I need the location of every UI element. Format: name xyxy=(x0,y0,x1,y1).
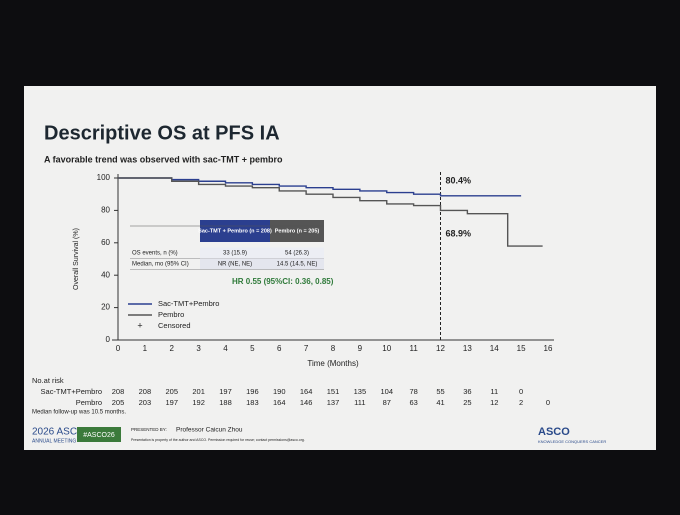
x-tick-label: 3 xyxy=(196,344,201,353)
x-tick-label: 11 xyxy=(409,344,418,353)
risk-count: 201 xyxy=(192,387,205,396)
risk-count: 192 xyxy=(192,398,205,407)
risk-count: 208 xyxy=(139,387,152,396)
header-cell xyxy=(270,220,324,242)
legend-label: Sac-TMT+Pembro xyxy=(158,299,219,308)
y-tick-label: 20 xyxy=(101,303,110,312)
x-tick-label: 12 xyxy=(436,344,445,353)
logo-tag: KNOWLEDGE CONQUERS CANCER xyxy=(538,439,606,444)
risk-count: 2 xyxy=(519,398,523,407)
risk-count: 36 xyxy=(463,387,471,396)
x-tick-label: 2 xyxy=(170,344,175,353)
risk-count: 205 xyxy=(165,387,178,396)
x-tick-label: 13 xyxy=(463,344,472,353)
hashtag-box xyxy=(77,427,121,442)
x-tick-label: 16 xyxy=(544,344,553,353)
x-tick-label: 1 xyxy=(143,344,148,353)
risk-count: 0 xyxy=(519,387,523,396)
risk-count: 78 xyxy=(409,387,417,396)
km-curve xyxy=(118,177,522,197)
risk-count: 197 xyxy=(165,398,178,407)
presenter: Professor Caicun Zhou xyxy=(176,427,243,434)
table-cell: OS events, n (%) xyxy=(132,251,178,257)
risk-count: 111 xyxy=(354,398,365,407)
risk-count: 197 xyxy=(219,387,232,396)
risk-count: 164 xyxy=(300,387,313,396)
y-tick-label: 60 xyxy=(101,238,110,247)
table-cell: Median, mo (95% CI) xyxy=(132,262,189,268)
slide xyxy=(24,86,656,450)
risk-count: 63 xyxy=(409,398,417,407)
footnote: Median follow-up was 10.5 months. xyxy=(32,410,126,416)
risk-row-name: Sac-TMT+Pembro xyxy=(41,387,102,396)
table-cell: 33 (15.9) xyxy=(223,251,247,257)
y-tick-label: 100 xyxy=(97,173,111,182)
hashtag: #ASCO26 xyxy=(83,432,115,439)
header-cell xyxy=(200,220,270,242)
risk-count: 164 xyxy=(273,398,286,407)
table-band xyxy=(200,247,324,259)
risk-count: 203 xyxy=(139,398,152,407)
presenter-label: PRESENTED BY: xyxy=(131,427,167,432)
legend-symbol: + xyxy=(137,320,142,330)
x-tick-label: 9 xyxy=(358,344,363,353)
risk-count: 87 xyxy=(383,398,391,407)
legend-label: Pembro xyxy=(158,310,184,319)
y-axis-label: Overall Survival (%) xyxy=(73,228,80,290)
x-axis-label: Time (Months) xyxy=(307,359,359,368)
risk-count: 151 xyxy=(327,387,340,396)
risk-count: 25 xyxy=(463,398,471,407)
x-tick-label: 4 xyxy=(223,344,228,353)
x-tick-label: 0 xyxy=(116,344,121,353)
y-tick-label: 80 xyxy=(101,206,110,215)
x-tick-label: 5 xyxy=(250,344,255,353)
risk-count: 208 xyxy=(112,387,125,396)
risk-count: 41 xyxy=(436,398,444,407)
meeting: 2026 ASCO xyxy=(32,427,85,438)
y-tick-label: 40 xyxy=(101,270,110,279)
table-cell: NR (NE, NE) xyxy=(218,262,252,268)
risk-count: 11 xyxy=(490,387,498,396)
risk-count: 137 xyxy=(327,398,340,407)
risk-count: 55 xyxy=(436,387,444,396)
risk-row-name: Pembro xyxy=(76,398,102,407)
risk-count: 196 xyxy=(246,387,259,396)
x-tick-label: 14 xyxy=(490,344,499,353)
table-header: Pembro (n = 205) xyxy=(275,228,320,234)
table-cell: 54 (26.3) xyxy=(285,251,309,257)
y-tick-label: 0 xyxy=(106,335,111,344)
risk-count: 188 xyxy=(219,398,232,407)
km-curve xyxy=(118,177,543,247)
risk-count: 12 xyxy=(490,398,498,407)
logo: ASCO xyxy=(538,426,570,438)
risk-title: No.at risk xyxy=(32,376,64,385)
meeting-sub: ANNUAL MEETING xyxy=(32,438,76,444)
table-cell: 14.5 (14.5, NE) xyxy=(277,262,318,268)
risk-count: 0 xyxy=(546,398,550,407)
hr-text: HR 0.55 (95%CI: 0.36, 0.85) xyxy=(232,277,334,286)
annotation: 80.4% xyxy=(446,175,472,185)
x-tick-label: 15 xyxy=(517,344,526,353)
risk-count: 104 xyxy=(380,387,393,396)
x-tick-label: 8 xyxy=(331,344,336,353)
notice: Presentation is property of the author a… xyxy=(131,438,305,442)
slide-title: Descriptive OS at PFS IA xyxy=(44,122,280,144)
table-header: Sac-TMT + Pembro (n = 208) xyxy=(198,228,272,234)
x-tick-label: 6 xyxy=(277,344,282,353)
table-band xyxy=(200,258,324,270)
slide-subtitle: A favorable trend was observed with sac-… xyxy=(44,154,283,164)
annotation: 68.9% xyxy=(446,228,472,238)
x-tick-label: 10 xyxy=(382,344,391,353)
x-tick-label: 7 xyxy=(304,344,309,353)
risk-count: 146 xyxy=(300,398,313,407)
risk-count: 190 xyxy=(273,387,286,396)
legend-label: Censored xyxy=(158,321,191,330)
risk-count: 183 xyxy=(246,398,259,407)
risk-count: 135 xyxy=(354,387,367,396)
risk-count: 205 xyxy=(112,398,125,407)
